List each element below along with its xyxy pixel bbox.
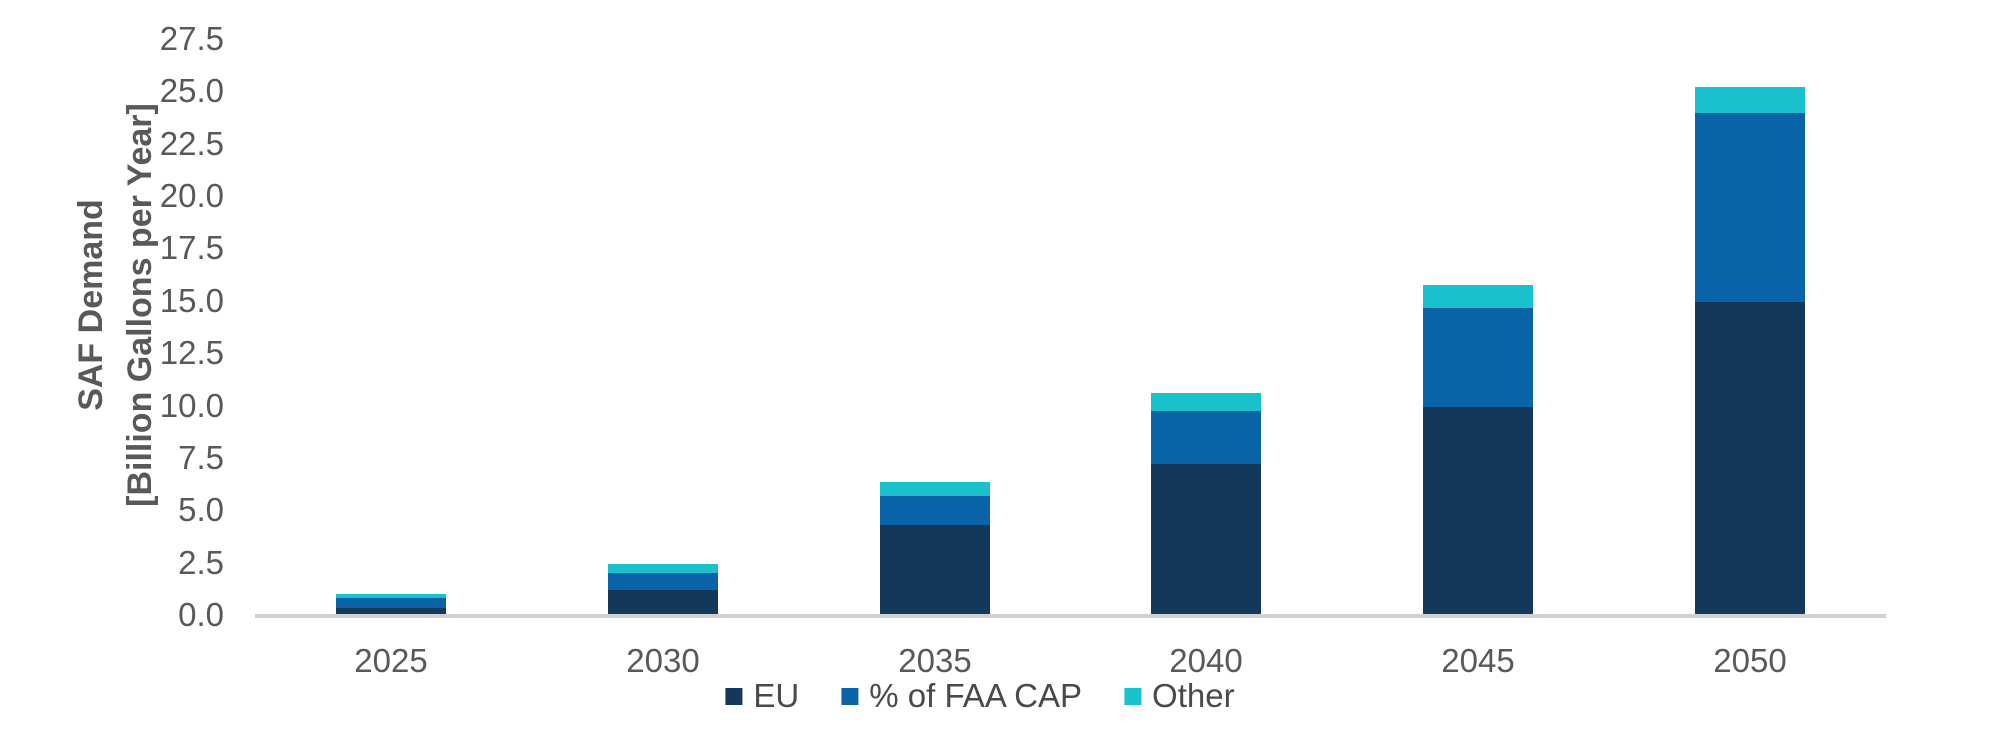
legend: EU % of FAA CAP Other — [725, 677, 1235, 715]
bar-segment-eu — [608, 590, 718, 616]
bar-segment-other — [608, 564, 718, 574]
bar-segment-eu — [336, 607, 446, 616]
y-tick-label: 5.0 — [178, 491, 224, 529]
y-tick-label: 12.5 — [159, 334, 224, 372]
bar-segment-eu — [1151, 464, 1261, 616]
bar-2030 — [608, 564, 718, 616]
bar-segment-other — [880, 481, 990, 496]
bar-segment-eu — [880, 524, 990, 616]
legend-label: % of FAA CAP — [869, 677, 1083, 714]
x-tick-label: 2040 — [1169, 642, 1243, 679]
bar-segment--of-faa-cap — [336, 598, 446, 608]
y-tick-label: 20.0 — [159, 177, 224, 215]
x-axis-line — [255, 614, 1886, 618]
bar-segment--of-faa-cap — [1423, 308, 1533, 407]
bar-2040 — [1151, 393, 1261, 616]
y-tick-label: 22.5 — [159, 124, 224, 162]
y-tick-label: 10.0 — [159, 386, 224, 424]
y-tick-label: 15.0 — [159, 281, 224, 319]
legend-label: Other — [1152, 677, 1235, 714]
legend-item-other: Other — [1124, 677, 1235, 715]
y-tick-label: 7.5 — [178, 438, 224, 476]
bar-segment-eu — [1423, 406, 1533, 616]
bar-segment-other — [1151, 393, 1261, 411]
legend-color-swatch-icon — [1124, 687, 1142, 705]
bar-segment--of-faa-cap — [880, 495, 990, 525]
bar-segment--of-faa-cap — [1151, 410, 1261, 465]
bar-2045 — [1423, 285, 1533, 616]
legend-color-swatch-icon — [725, 687, 743, 705]
bar-segment-other — [1695, 87, 1805, 114]
bar-segment-eu — [1695, 301, 1805, 616]
legend-item--of-faa-cap: % of FAA CAP — [841, 677, 1082, 715]
x-tick-label: 2045 — [1441, 642, 1515, 679]
y-tick-label: 0.0 — [178, 596, 224, 633]
y-tick-label: 25.0 — [159, 72, 224, 110]
y-tick-label: 2.5 — [178, 543, 224, 581]
y-tick-label: 27.5 — [159, 20, 224, 57]
bar-2035 — [880, 481, 990, 616]
bar-segment--of-faa-cap — [608, 573, 718, 590]
bar-segment--of-faa-cap — [1695, 113, 1805, 302]
legend-label: EU — [753, 677, 800, 714]
x-tick-label: 2025 — [354, 642, 428, 679]
legend-item-eu: EU — [725, 677, 799, 715]
bar-segment-other — [336, 594, 446, 599]
x-tick-label: 2050 — [1713, 642, 1787, 679]
bar-segment-other — [1423, 285, 1533, 309]
bar-2025 — [336, 594, 446, 616]
x-tick-label: 2035 — [898, 642, 972, 679]
x-tick-label: 2030 — [626, 642, 700, 679]
legend-color-swatch-icon — [841, 687, 859, 705]
y-tick-label: 17.5 — [159, 229, 224, 267]
bar-2050 — [1695, 87, 1805, 616]
